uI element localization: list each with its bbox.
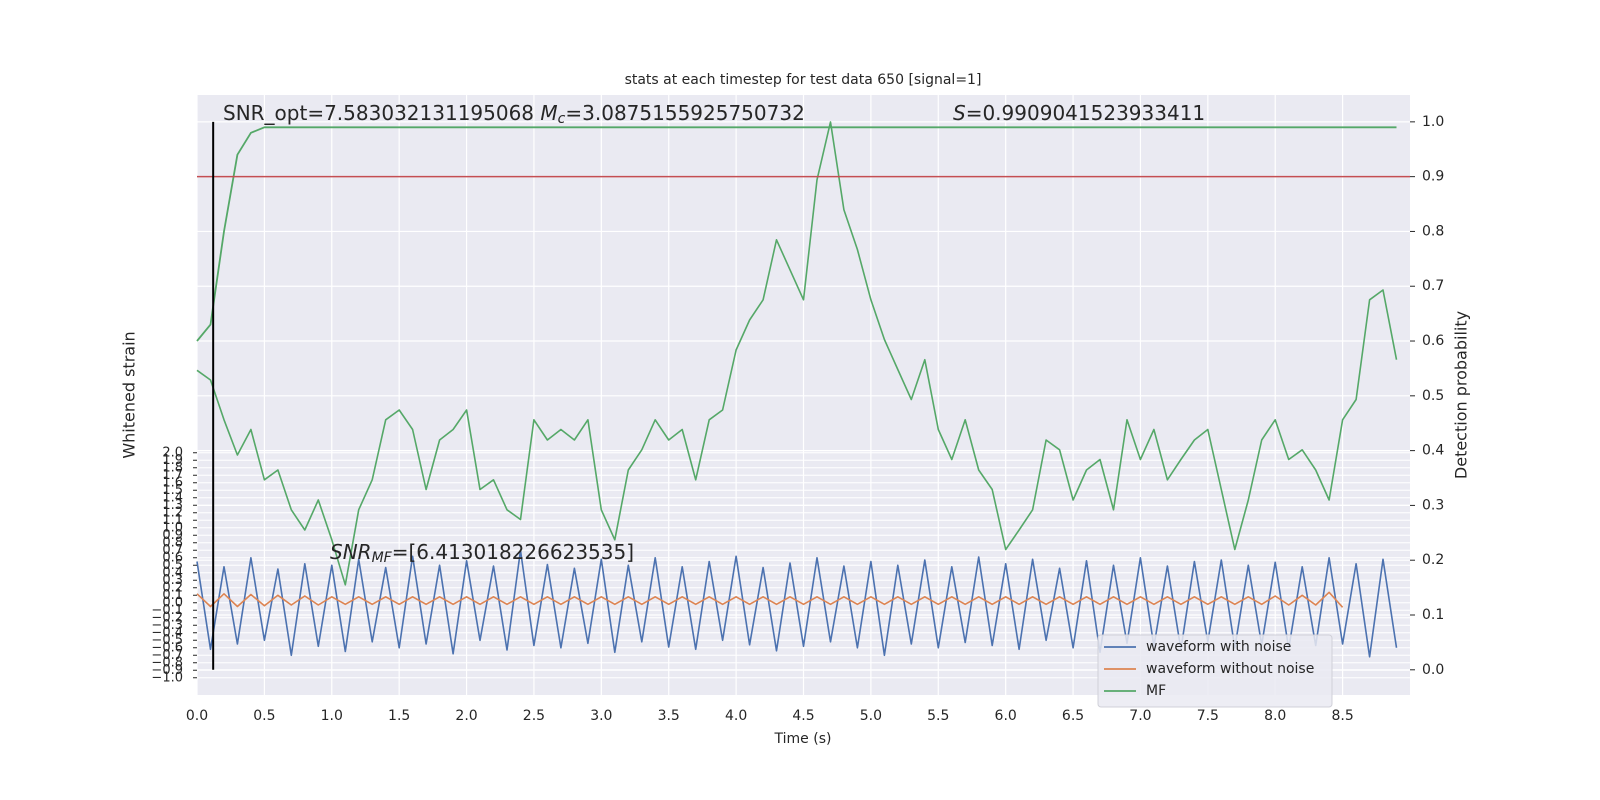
y2-tick-label: 0.1 <box>1422 607 1444 623</box>
y-tick-label: 1.5 <box>162 483 183 498</box>
y-tick-label: 1.6 <box>162 475 183 490</box>
annotation-part: =0.9909041523933411 <box>966 101 1205 125</box>
x-tick-label: 1.5 <box>388 708 410 724</box>
y2-tick-label: 1.0 <box>1422 114 1444 130</box>
legend-box <box>1097 634 1333 708</box>
y-tick-label: −0.1 <box>151 603 183 618</box>
x-tick-label: 2.5 <box>523 708 545 724</box>
annotation: SNRMF=[6.413018226623535] <box>330 540 634 567</box>
y-tick-label: 0.9 <box>162 528 183 543</box>
y2-tick-label: 0.7 <box>1422 278 1444 294</box>
x-tick-label: 4.5 <box>792 708 814 724</box>
annotation-part: S <box>953 101 966 125</box>
y2-tick-label: 0.2 <box>1422 552 1444 568</box>
annotation: SNR_opt=7.583032131195068 Mc=3.087515592… <box>223 101 805 128</box>
x-tick-label: 5.0 <box>860 708 882 724</box>
y-tick-label: 1.2 <box>162 505 183 520</box>
y-tick-label: 1.4 <box>162 490 183 505</box>
y-tick-label: −1.0 <box>151 670 183 685</box>
legend-label: MF <box>1146 683 1166 699</box>
y-tick-label: 0.5 <box>162 558 183 573</box>
x-tick-label: 6.0 <box>995 708 1017 724</box>
y2-tick-label: 0.4 <box>1422 443 1444 459</box>
annotation-part: M <box>540 101 557 125</box>
y-tick-label: 1.7 <box>162 468 183 483</box>
x-axis-label: Time (s) <box>774 731 832 747</box>
y-tick-label: 1.8 <box>162 460 183 475</box>
x-tick-label: 7.5 <box>1197 708 1219 724</box>
y2-tick-label: 0.5 <box>1422 388 1444 404</box>
y-axis-label: Whitened strain <box>120 331 139 458</box>
y-tick-label: 1.1 <box>162 513 183 528</box>
y-tick-label: −0.3 <box>151 618 183 633</box>
y-tick-label: 0.0 <box>162 595 183 610</box>
x-tick-label: 0.0 <box>186 708 208 724</box>
series-line <box>196 549 1398 658</box>
y-tick-label: 0.6 <box>162 550 183 565</box>
probability-line <box>196 126 1397 342</box>
y-tick-label: −0.5 <box>151 633 183 648</box>
x-tick-label: 7.0 <box>1129 708 1151 724</box>
y2-tick-label: 0.8 <box>1422 223 1444 239</box>
y2-tick-label: 0.6 <box>1422 333 1444 349</box>
annotation-part: =[6.413018226623535] <box>392 540 634 564</box>
series-line <box>196 591 1344 608</box>
y-tick-label: 2.0 <box>162 445 183 460</box>
x-tick-label: 0.5 <box>253 708 275 724</box>
annotation-part: =3.0875155925750732 <box>565 101 804 125</box>
x-tick-label: 8.0 <box>1264 708 1286 724</box>
y-tick-label: −0.8 <box>151 655 183 670</box>
y-tick-label: 0.4 <box>162 565 183 580</box>
chart-title: stats at each timestep for test data 650… <box>625 72 982 88</box>
legend: waveform with noise waveform without nois… <box>1097 634 1333 708</box>
y-tick-label: −0.2 <box>151 610 183 625</box>
y2-tick-label: 0.3 <box>1422 497 1444 513</box>
annotation-part: c <box>558 111 566 127</box>
series-line <box>196 121 1398 586</box>
x-tick-label: 6.5 <box>1062 708 1084 724</box>
y-tick-label: −0.9 <box>151 663 183 678</box>
annotation-part: SNR <box>330 540 372 564</box>
y2-tick-label: 0.9 <box>1422 169 1444 185</box>
annotation-part: MF <box>372 550 393 566</box>
x-tick-label: 8.5 <box>1331 708 1353 724</box>
y-tick-label: 0.3 <box>162 573 183 588</box>
y-tick-label: 1.0 <box>162 520 183 535</box>
y2-tick-label: 0.0 <box>1422 662 1444 678</box>
y2-axis-label: Detection probability <box>1452 311 1471 479</box>
legend-label: waveform without noise <box>1146 661 1314 677</box>
legend-label: waveform with noise <box>1146 639 1291 655</box>
y-tick-label: −0.7 <box>151 648 183 663</box>
annotation-part: SNR_opt=7.583032131195068 <box>223 101 540 125</box>
x-tick-label: 3.0 <box>590 708 612 724</box>
y-tick-label: 0.1 <box>162 588 183 603</box>
y-tick-label: 0.8 <box>162 535 183 550</box>
y-tick-label: 1.3 <box>162 498 183 513</box>
x-tick-label: 2.0 <box>455 708 477 724</box>
annotation: S=0.9909041523933411 <box>953 101 1205 125</box>
y-tick-label: −0.4 <box>151 625 183 640</box>
y-tick-label: 1.9 <box>162 453 183 468</box>
x-tick-label: 5.5 <box>927 708 949 724</box>
y-tick-label: 0.7 <box>162 543 183 558</box>
y-tick-label: −0.6 <box>151 640 183 655</box>
y-tick-label: 0.2 <box>162 580 183 595</box>
x-tick-label: 3.5 <box>658 708 680 724</box>
x-tick-label: 1.0 <box>321 708 343 724</box>
x-tick-label: 4.0 <box>725 708 747 724</box>
